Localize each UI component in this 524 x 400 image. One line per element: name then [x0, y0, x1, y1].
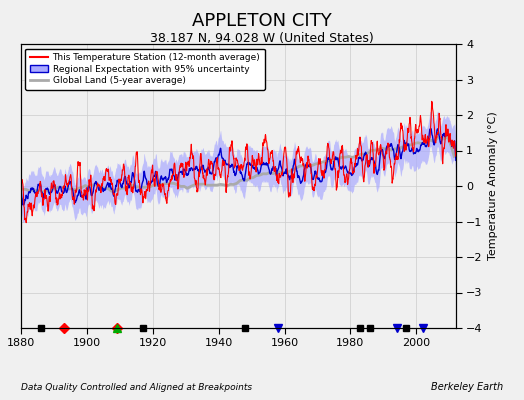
Legend: This Temperature Station (12-month average), Regional Expectation with 95% uncer: This Temperature Station (12-month avera… [26, 48, 265, 90]
Text: APPLETON CITY: APPLETON CITY [192, 12, 332, 30]
Text: Data Quality Controlled and Aligned at Breakpoints: Data Quality Controlled and Aligned at B… [21, 383, 252, 392]
Text: Berkeley Earth: Berkeley Earth [431, 382, 503, 392]
Y-axis label: Temperature Anomaly (°C): Temperature Anomaly (°C) [488, 112, 498, 260]
Text: 38.187 N, 94.028 W (United States): 38.187 N, 94.028 W (United States) [150, 32, 374, 45]
